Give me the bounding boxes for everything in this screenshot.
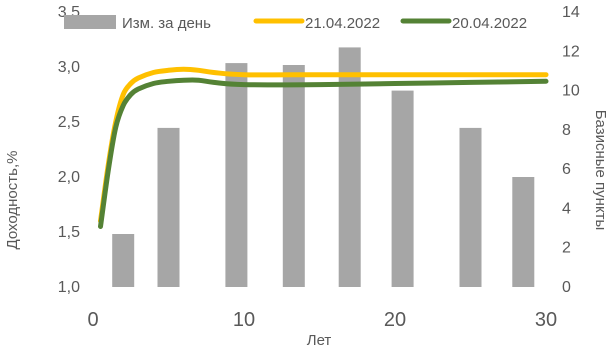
bar-3 (282, 65, 305, 287)
x-tick-3: 30 (535, 309, 557, 331)
bars-layer (112, 47, 535, 288)
y-right-tick-5: 10 (562, 83, 580, 100)
x-tick-1: 10 (233, 309, 255, 331)
y-left-tick-3: 2,5 (58, 114, 80, 131)
y-right-tick-6: 12 (562, 43, 580, 60)
right-axis-ticks: 0 2 4 6 8 10 12 14 (562, 4, 580, 296)
y-right-tick-1: 2 (562, 240, 571, 257)
bar-6 (459, 127, 482, 288)
bar-7 (512, 177, 535, 287)
x-axis-ticks: 0 10 20 30 (87, 309, 557, 331)
y-left-tick-1: 1,5 (58, 224, 80, 241)
y-left-axis-title: Доходность,% (4, 151, 21, 250)
bar-4 (338, 47, 361, 288)
series-line-1 (98, 66, 549, 224)
y-left-tick-0: 1,0 (58, 279, 80, 296)
lines-layer (98, 66, 549, 229)
y-right-tick-4: 8 (562, 122, 571, 139)
legend-bar-label: Изм. за день (122, 15, 211, 32)
legend: Изм. за день 21.04.2022 20.04.2022 (64, 15, 527, 32)
y-right-axis-title: Базисные пункты (592, 110, 609, 231)
bar-1 (157, 127, 180, 288)
x-tick-0: 0 (87, 309, 98, 331)
y-right-tick-3: 6 (562, 161, 571, 178)
x-axis-title: Лет (307, 332, 332, 349)
legend-bar-swatch (64, 15, 116, 29)
y-left-tick-4: 3,0 (58, 59, 80, 76)
bar-2 (225, 63, 248, 287)
legend-series-1-label: 21.04.2022 (305, 15, 380, 32)
bar-0 (112, 234, 135, 287)
y-right-tick-0: 0 (562, 279, 571, 296)
y-right-tick-7: 14 (562, 4, 580, 21)
left-axis-ticks: 1,01,52,02,53,03,5 (58, 4, 80, 296)
legend-series-2-label: 20.04.2022 (452, 15, 527, 32)
y-right-tick-2: 4 (562, 200, 571, 217)
bar-5 (391, 90, 414, 287)
x-tick-2: 20 (384, 309, 406, 331)
y-left-tick-2: 2,0 (58, 169, 80, 186)
series-line-2 (98, 77, 549, 229)
